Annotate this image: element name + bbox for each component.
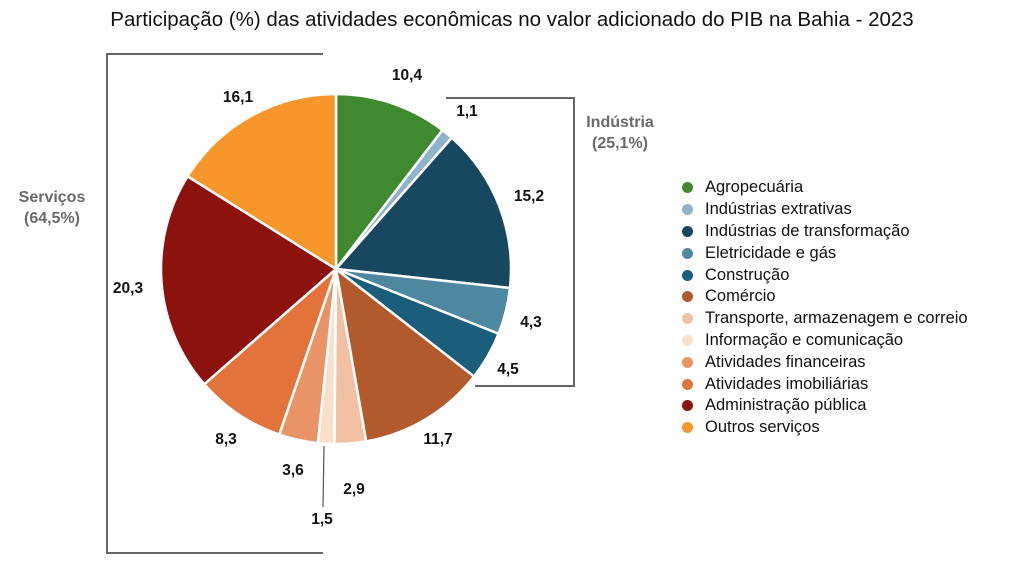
legend-label: Indústrias de transformação xyxy=(705,221,910,240)
slice-value-label: 4,5 xyxy=(497,361,519,378)
slice-value-label: 8,3 xyxy=(215,431,237,448)
pie-slice xyxy=(203,267,338,436)
pie-slice xyxy=(334,267,476,443)
slice-value-label: 4,3 xyxy=(520,314,542,331)
legend-item: Agropecuária xyxy=(682,177,968,199)
legend-item: Indústrias extrativas xyxy=(682,199,968,221)
legend-item: Transporte, armazenagem e correio xyxy=(682,308,968,330)
legend-label: Comércio xyxy=(705,287,776,306)
legend-item: Outros serviços xyxy=(682,417,968,439)
slice-value-label: 11,7 xyxy=(423,431,452,448)
group-label-servicos: Serviços (64,5%) xyxy=(18,189,86,227)
legend-label: Transporte, armazenagem e correio xyxy=(705,309,968,328)
legend-swatch xyxy=(682,182,693,194)
legend-swatch xyxy=(682,378,693,390)
legend-item: Eletricidade e gás xyxy=(682,242,968,264)
legend-label: Agropecuária xyxy=(705,178,804,197)
legend-label: Outros serviços xyxy=(705,418,820,437)
slice-value-label: 1,5 xyxy=(311,511,333,528)
pie-slice xyxy=(334,92,444,271)
legend-swatch xyxy=(682,204,693,216)
slice-value-label: 10,4 xyxy=(392,67,423,84)
legend-swatch xyxy=(682,422,693,434)
legend-item: Atividades financeiras xyxy=(682,351,968,373)
legend-swatch xyxy=(682,400,693,412)
pie-slice xyxy=(159,175,338,386)
slice-value-label: 15,2 xyxy=(514,188,544,205)
legend-swatch xyxy=(682,291,693,303)
legend-label: Indústrias extrativas xyxy=(705,200,852,219)
pie-slice xyxy=(334,136,513,290)
legend-item: Construção xyxy=(682,264,968,286)
legend-swatch xyxy=(682,269,693,281)
legend-swatch xyxy=(682,313,693,325)
label-leader-line xyxy=(322,445,325,508)
legend-swatch xyxy=(682,334,693,346)
legend-item: Comércio xyxy=(682,286,968,308)
legend-label: Atividades imobiliárias xyxy=(705,374,869,393)
slice-value-label: 2,9 xyxy=(343,481,365,498)
pie-slice xyxy=(186,92,338,271)
group-label-industria: Indústria (64,5%) (25,1%) xyxy=(586,114,654,152)
legend-label: Informação e comunicação xyxy=(705,330,904,349)
legend-item: Atividades imobiliárias xyxy=(682,373,968,395)
chart-title: Participação (%) das atividades econômic… xyxy=(110,8,914,31)
legend-swatch xyxy=(682,247,693,259)
slice-value-label: 3,6 xyxy=(282,462,304,479)
slice-value-label: 16,1 xyxy=(223,89,254,106)
legend-item: Informação e comunicação xyxy=(682,330,968,352)
servicos-bracket xyxy=(106,53,323,554)
legend-swatch xyxy=(682,356,693,368)
legend-label: Construção xyxy=(705,265,790,284)
legend-label: Eletricidade e gás xyxy=(705,243,837,262)
legend-label: Atividades financeiras xyxy=(705,352,866,371)
slice-value-label: 20,3 xyxy=(113,280,144,297)
industria-bracket xyxy=(446,97,575,387)
legend-item: Indústrias de transformação xyxy=(682,221,968,243)
legend-item: Administração pública xyxy=(682,395,968,417)
legend-label: Administração pública xyxy=(705,396,867,415)
slice-value-label: 1,1 xyxy=(456,103,478,120)
legend: Agropecuária Indústrias extrativas Indústr… xyxy=(682,177,968,439)
legend-swatch xyxy=(682,225,693,237)
